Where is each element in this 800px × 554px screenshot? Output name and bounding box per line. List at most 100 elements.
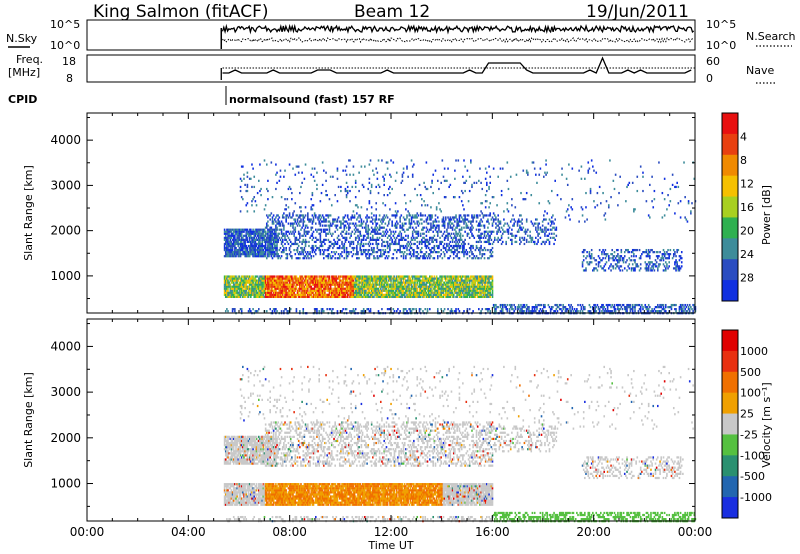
echo-cell [353, 214, 356, 217]
echo-cell [285, 208, 287, 211]
echo-cell [471, 220, 473, 223]
echo-cell [343, 287, 346, 290]
echo-cell [303, 230, 306, 233]
echo-cell [356, 251, 358, 254]
echo-cell [315, 214, 317, 217]
echo-cell [423, 291, 425, 294]
echo-cell [292, 283, 294, 286]
echo-cell [238, 228, 241, 231]
echo-cell [327, 295, 330, 299]
echo-cell [269, 218, 271, 221]
echo-cell [377, 277, 380, 280]
echo-cell [462, 251, 464, 254]
echo-cell [297, 222, 300, 225]
echo-cell [285, 253, 287, 256]
echo-cell [418, 289, 421, 292]
echo-cell [279, 175, 282, 178]
echo-cell [442, 224, 445, 227]
echo-cell [240, 246, 243, 250]
echo-cell [268, 283, 270, 286]
echo-cell [448, 185, 450, 189]
echo-cell [243, 295, 245, 299]
echo-cell [277, 222, 279, 225]
echo-cell [384, 257, 387, 260]
echo-cell [373, 246, 375, 250]
echo-cell [230, 246, 233, 250]
echo-cell [275, 248, 277, 252]
echo-cell [399, 226, 401, 229]
echo-cell [240, 234, 243, 237]
echo-cell [242, 248, 244, 252]
echo-cell [305, 253, 308, 256]
echo-cell [425, 230, 428, 233]
echo-cell [429, 308, 431, 311]
echo-cell [259, 248, 261, 252]
echo-cell [350, 281, 352, 284]
echo-cell [289, 255, 292, 258]
echo-cell [319, 279, 322, 282]
echo-cell [424, 257, 427, 260]
echo-cell [463, 281, 465, 284]
echo-cell [440, 289, 442, 292]
echo-cell [231, 275, 234, 278]
echo-cell [422, 240, 424, 244]
echo-cell [328, 240, 331, 244]
echo-cell [480, 202, 482, 205]
echo-cell [410, 255, 413, 258]
echo-cell [398, 238, 400, 241]
echo-cell [483, 234, 486, 237]
echo-cell [252, 291, 254, 294]
echo-cell [417, 293, 420, 296]
echo-cell [463, 214, 465, 217]
echo-cell [223, 275, 226, 278]
echo-cell [425, 161, 428, 164]
echo-cell [382, 248, 384, 252]
echo-cell [236, 240, 238, 244]
echo-cell [303, 248, 306, 252]
echo-cell [486, 275, 488, 278]
echo-cell [373, 251, 375, 254]
echo-cell [354, 285, 357, 288]
echo-cell [383, 226, 385, 229]
echo-cell [299, 253, 301, 256]
echo-cell [440, 275, 442, 278]
echo-cell [447, 275, 449, 278]
echo-cell [285, 281, 287, 284]
echo-cell [451, 246, 454, 250]
echo-cell [439, 287, 441, 290]
echo-cell [252, 281, 254, 284]
echo-cell [337, 277, 340, 280]
echo-cell [332, 222, 334, 225]
echo-cell [288, 279, 291, 282]
echo-cell [311, 275, 314, 278]
echo-cell [397, 248, 399, 252]
echo-cell [411, 216, 414, 219]
echo-cell [275, 230, 277, 233]
echo-cell [299, 287, 301, 290]
echo-cell [275, 220, 277, 223]
echo-cell [478, 308, 480, 311]
echo-cell [311, 289, 314, 292]
echo-cell [478, 234, 480, 237]
echo-cell [462, 244, 464, 248]
echo-cell [454, 248, 456, 252]
echo-cell [466, 291, 469, 294]
echo-cell [455, 277, 457, 280]
echo-cell [449, 291, 452, 294]
echo-cell [382, 175, 384, 178]
echo-cell [346, 214, 349, 217]
echo-cell [354, 287, 357, 290]
echo-cell [269, 240, 271, 244]
echo-cell [364, 295, 366, 299]
echo-cell [386, 242, 389, 246]
echo-cell [411, 214, 414, 217]
echo-cell [377, 279, 380, 282]
echo-cell [345, 196, 348, 199]
echo-cell [484, 236, 487, 239]
echo-cell [360, 224, 363, 227]
echo-cell [359, 246, 362, 250]
echo-cell [484, 193, 487, 197]
echo-cell [484, 283, 487, 286]
echo-cell [259, 232, 261, 235]
echo-cell [264, 238, 267, 241]
